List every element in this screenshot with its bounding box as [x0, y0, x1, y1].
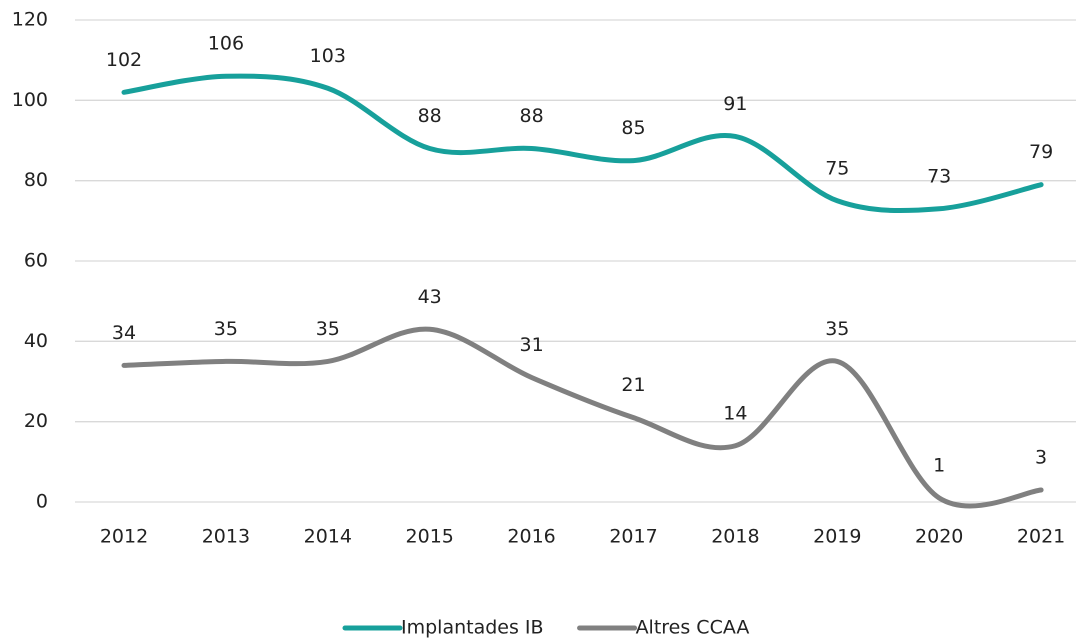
y-tick-label: 100: [12, 89, 48, 111]
data-label: 79: [1029, 141, 1053, 163]
legend-label: Altres CCAA: [636, 617, 750, 639]
x-tick-label: 2016: [507, 526, 555, 548]
series-line: [121, 326, 1044, 509]
y-tick-label: 0: [36, 491, 48, 513]
x-tick-label: 2012: [100, 526, 148, 548]
data-label: 34: [112, 322, 136, 344]
series-line: [121, 73, 1044, 214]
x-tick-label: 2017: [609, 526, 657, 548]
y-tick-label: 20: [24, 410, 48, 432]
x-tick-label: 2020: [915, 526, 963, 548]
data-label: 3: [1035, 446, 1047, 468]
x-tick-label: 2013: [202, 526, 250, 548]
data-label: 102: [106, 49, 142, 71]
data-label: 1: [933, 454, 945, 476]
y-tick-label: 40: [24, 330, 48, 352]
data-label: 35: [316, 318, 340, 340]
legend-label: Implantades IB: [401, 617, 544, 639]
y-tick-label: 60: [24, 250, 48, 272]
data-label: 35: [214, 318, 238, 340]
data-label: 43: [418, 286, 442, 308]
y-tick-label: 80: [24, 169, 48, 191]
data-label: 31: [520, 334, 544, 356]
data-label: 91: [723, 93, 747, 115]
x-tick-label: 2021: [1017, 526, 1065, 548]
data-label: 14: [723, 402, 747, 424]
data-label: 73: [927, 165, 951, 187]
data-label: 21: [621, 374, 645, 396]
x-tick-label: 2019: [813, 526, 861, 548]
data-label: 75: [825, 157, 849, 179]
x-tick-label: 2014: [304, 526, 352, 548]
y-tick-label: 120: [12, 9, 48, 31]
data-label: 103: [310, 45, 346, 67]
data-label: 35: [825, 318, 849, 340]
data-label: 88: [418, 105, 442, 127]
x-tick-label: 2018: [711, 526, 759, 548]
data-label: 106: [208, 33, 244, 55]
x-tick-label: 2015: [406, 526, 454, 548]
data-label: 88: [520, 105, 544, 127]
data-label: 85: [621, 117, 645, 139]
